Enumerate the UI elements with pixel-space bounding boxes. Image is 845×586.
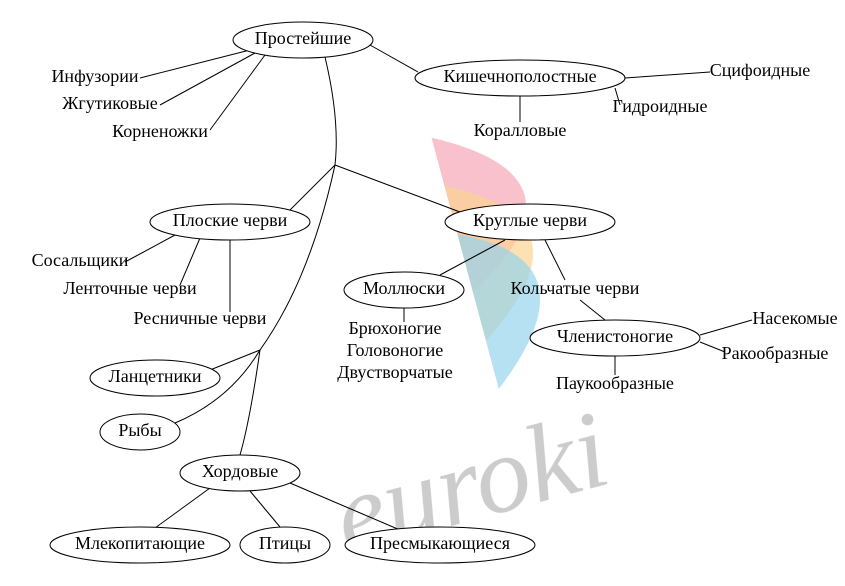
- label-lancelets: Ланцетники: [109, 366, 202, 386]
- label-tapeworms: Ленточные черви: [63, 278, 197, 298]
- label-crustaceans: Ракообразные: [722, 343, 829, 363]
- label-birds: Птицы: [259, 533, 311, 553]
- label-protozoa: Простейшие: [255, 28, 351, 48]
- label-coelenterata: Кишечнополостные: [443, 66, 596, 86]
- label-arachnids: Паукообразные: [556, 373, 674, 393]
- label-bivalves: Двустворчатые: [337, 362, 452, 382]
- label-mollusks: Моллюски: [363, 278, 445, 298]
- label-trematodes: Сосальщики: [32, 250, 129, 270]
- label-gastropods: Брюхоногие: [348, 318, 441, 338]
- label-hydrozoa: Гидроидные: [612, 96, 707, 116]
- label-cephalopods: Головоногие: [347, 340, 444, 360]
- label-mammals: Млекопитающие: [75, 533, 205, 553]
- label-roundworms: Круглые черви: [473, 210, 587, 230]
- label-turbellaria: Ресничные черви: [134, 308, 267, 328]
- label-rhizopoda: Корненожки: [112, 121, 208, 141]
- label-infusoria: Инфузории: [51, 66, 138, 86]
- label-insects: Насекомые: [752, 308, 837, 328]
- label-flagellates: Жгутиковые: [62, 93, 157, 113]
- label-chordates: Хордовые: [202, 461, 278, 481]
- label-annelids: Кольчатые черви: [511, 278, 640, 298]
- label-fish: Рыбы: [118, 420, 161, 440]
- label-reptiles: Пресмыкающиеся: [370, 533, 510, 553]
- label-arthropods: Членистоногие: [557, 326, 673, 346]
- label-coral: Коралловые: [474, 120, 567, 140]
- taxonomy-diagram: euroki: [0, 0, 845, 586]
- label-flatworms: Плоские черви: [173, 210, 288, 230]
- label-scyphozoa: Сцифоидные: [710, 60, 810, 80]
